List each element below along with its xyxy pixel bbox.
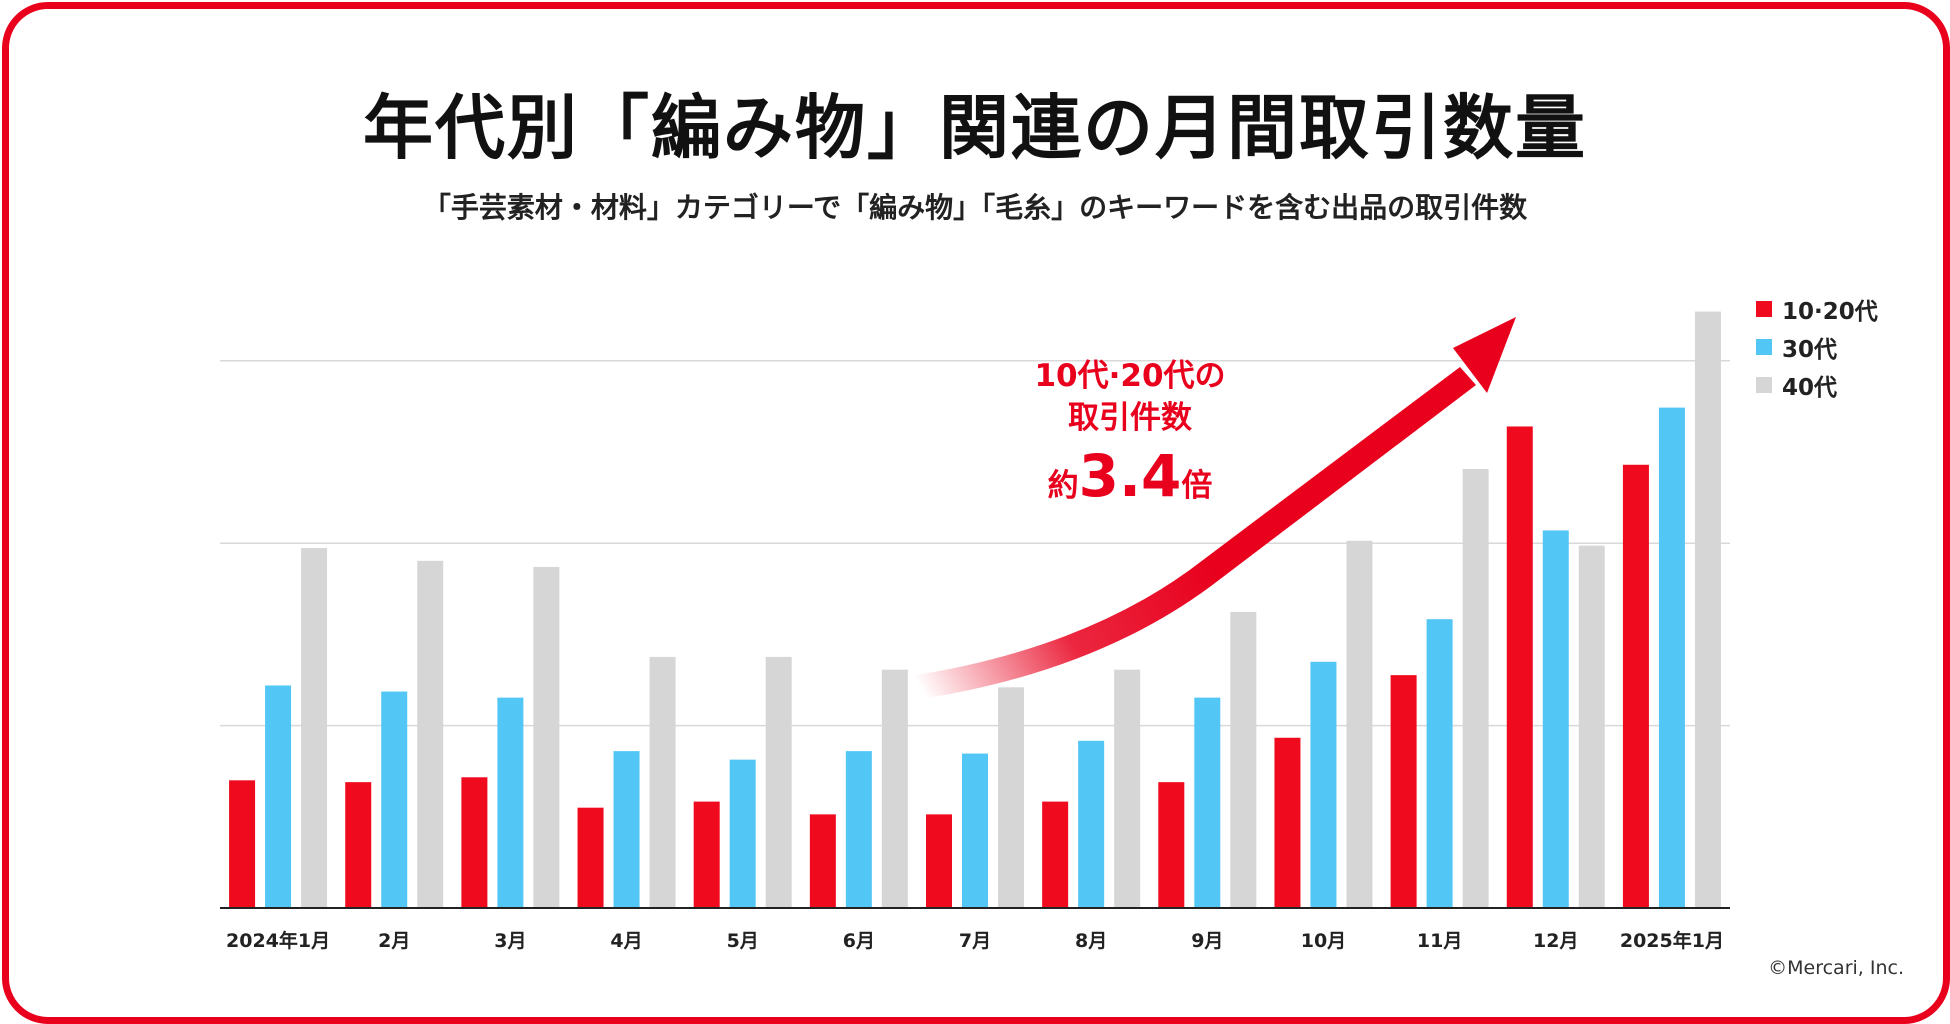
bar-series-1-4 [577,807,604,908]
annotation-line-1: 10代·20代の [1034,358,1226,394]
bar-series-1-11 [1390,675,1417,908]
chart-subtitle: 「手芸素材・材料」カテゴリーで「編み物」「毛糸」のキーワードを含む出品の取引件数 [422,191,1528,224]
bar-series-1-8 [1042,801,1069,908]
bar-series-2-5 [729,759,756,908]
x-tick-label: 5月 [727,930,759,952]
bar-series-1-10 [1274,737,1301,908]
x-tick-label: 11月 [1417,930,1462,952]
annotation-prefix: 約 [1047,468,1079,504]
bar-series-2-3 [497,697,524,908]
bar-series-2-12 [1542,530,1569,908]
bar-series-3-10 [1346,540,1373,908]
bar-series-3-1 [301,548,328,908]
bar-series-3-8 [1114,669,1141,908]
bar-series-3-6 [881,669,908,908]
bar-series-3-5 [765,656,792,908]
bar-series-1-13 [1622,464,1649,908]
x-tick-label: 12月 [1533,930,1578,952]
bar-series-2-2 [381,691,408,908]
bar-series-1-1 [229,780,256,908]
x-tick-label: 2025年1月 [1620,929,1724,952]
bar-series-3-13 [1694,311,1721,908]
bar-series-3-12 [1578,545,1605,908]
x-tick-label: 6月 [843,930,875,952]
bar-series-2-8 [1078,740,1105,908]
bar-series-3-2 [417,560,444,908]
x-tick-label: 3月 [494,930,526,952]
chart-legend: 10·20代 30代 40代 [1756,290,1878,404]
annotation-line-2: 取引件数 [1068,400,1192,436]
bar-series-1-7 [926,814,952,908]
bar-series-3-3 [533,566,560,908]
x-tick-label: 2024年1月 [226,929,330,952]
bar-series-3-9 [1230,611,1257,908]
bar-series-1-2 [345,782,372,908]
bar-series-2-4 [613,751,640,908]
bar-series-1-3 [461,777,488,908]
x-tick-label: 7月 [959,930,991,952]
legend-swatch-10-20 [1756,301,1772,317]
bar-series-3-11 [1462,469,1489,908]
legend-item-30: 30代 [1756,328,1878,366]
x-tick-label: 9月 [1191,930,1223,952]
x-tick-label: 10月 [1301,930,1346,952]
bar-series-3-4 [649,656,676,908]
bar-series-2-9 [1194,697,1221,908]
annotation-value: 3.4 [1078,442,1182,510]
bar-series-2-7 [962,753,988,908]
growth-arrow-shaft [910,367,1476,700]
bar-series-1-12 [1506,426,1533,908]
legend-label-40: 40代 [1782,375,1838,401]
chart-title: 年代別「編み物」関連の月間取引数量 [363,87,1587,169]
annotation-multiplier: 約3.4倍 [995,445,1265,522]
copyright-notice: ©Mercari, Inc. [1768,957,1904,979]
bar-series-2-1 [265,685,292,908]
bar-series-1-9 [1158,782,1185,908]
growth-arrow-head [1453,317,1516,393]
x-tick-label: 2月 [378,930,410,952]
bar-series-2-10 [1310,661,1337,908]
growth-annotation: 10代·20代の 取引件数 約3.4倍 [995,355,1265,522]
bar-series-2-6 [845,751,872,908]
bar-series-2-11 [1426,619,1453,908]
legend-item-40: 40代 [1756,366,1878,404]
annotation-suffix: 倍 [1181,468,1213,504]
legend-swatch-30 [1756,339,1772,355]
bar-series-2-13 [1658,407,1685,908]
x-tick-label: 4月 [610,930,642,952]
x-tick-label: 8月 [1075,930,1107,952]
bar-series-1-5 [693,801,720,908]
bar-series-3-7 [998,687,1024,908]
legend-swatch-40 [1756,377,1772,393]
legend-label-30: 30代 [1782,337,1838,363]
legend-label-10-20: 10·20代 [1782,299,1878,325]
bar-series-1-6 [809,814,836,908]
legend-item-10-20: 10·20代 [1756,290,1878,328]
